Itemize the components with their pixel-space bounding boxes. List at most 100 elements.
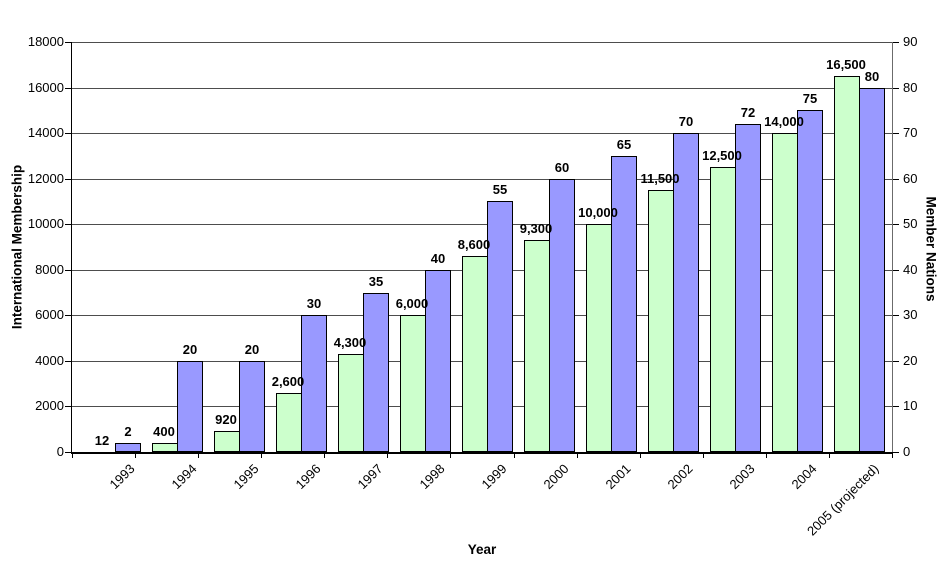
data-label-membership: 12 [94,433,110,448]
bar-nations-2002 [673,133,699,452]
data-label-nations: 40 [430,251,446,266]
data-label-nations: 60 [554,160,570,175]
bar-membership-1999 [462,256,488,452]
left-axis-tick [65,42,72,43]
right-axis-tick [892,133,899,134]
data-label-nations: 30 [306,296,322,311]
right-axis-tick-label: 0 [903,444,911,459]
data-label-nations: 75 [802,91,818,106]
x-axis-tick [198,452,199,458]
data-label-membership: 2,600 [271,374,305,389]
bar-membership-2003 [710,167,736,452]
right-axis-tick-label: 40 [903,262,918,277]
bar-membership-1998 [400,315,426,452]
bar-nations-1997 [363,292,389,452]
left-axis-tick-label: 12000 [27,171,64,186]
gridline [72,179,892,180]
left-axis-tick-label: 8000 [35,262,64,277]
gridline [72,42,892,43]
bar-membership-1993 [90,451,116,454]
right-axis-tick [892,42,899,43]
x-axis-line [71,452,893,454]
data-label-nations: 2 [124,424,132,439]
right-axis-tick-label: 30 [903,307,918,322]
left-axis-tick [65,224,72,225]
bar-nations-2003 [735,124,761,452]
x-axis-tick [324,452,325,458]
x-axis-tick [577,452,578,458]
left-axis-tick [65,406,72,407]
bar-nations-1995 [239,360,265,452]
bar-membership-1997 [338,354,364,452]
left-axis-tick [65,179,72,180]
left-axis-line [71,42,72,452]
data-label-nations: 65 [616,137,632,152]
x-axis-tick [514,452,515,458]
right-axis-tick [892,224,899,225]
bar-nations-2001 [611,155,637,452]
bar-membership-1995 [214,431,240,452]
right-axis-tick-label: 20 [903,353,918,368]
left-axis-tick-label: 4000 [35,353,64,368]
right-axis-tick-label: 90 [903,34,918,49]
left-axis-tick-label: 18000 [27,34,64,49]
bar-nations-2005 [859,87,885,452]
x-axis-tick [892,452,893,458]
gridline [72,133,892,134]
data-label-nations: 20 [244,342,260,357]
x-axis-tick [829,452,830,458]
x-axis-title: Year [467,542,497,557]
right-axis-tick [892,361,899,362]
x-axis-tick [703,452,704,458]
right-axis-tick-label: 60 [903,171,918,186]
data-label-nations: 55 [492,182,508,197]
bar-membership-1996 [276,392,302,452]
right-axis-tick [892,315,899,316]
data-label-membership: 8,600 [457,237,491,252]
x-axis-tick [450,452,451,458]
data-label-membership: 9,300 [519,221,553,236]
gridline [72,224,892,225]
bar-membership-2001 [586,224,612,452]
x-axis-tick [135,452,136,458]
right-axis-tick [892,406,899,407]
bar-nations-1996 [301,315,327,452]
bar-nations-2000 [549,178,575,452]
left-axis-tick [65,315,72,316]
right-axis-tick-label: 10 [903,398,918,413]
data-label-membership: 12,500 [702,148,742,163]
data-label-membership: 10,000 [578,205,618,220]
bar-membership-2000 [524,240,550,452]
data-label-membership: 14,000 [764,114,804,129]
left-axis-tick-label: 16000 [27,80,64,95]
left-axis-tick-label: 10000 [27,216,64,231]
data-label-membership: 4,300 [333,335,367,350]
x-axis-tick [261,452,262,458]
gridline [72,88,892,89]
data-label-nations: 80 [864,69,880,84]
right-axis-tick [892,88,899,89]
right-axis-tick [892,179,899,180]
left-axis-title: International Membership [9,164,25,330]
bar-membership-2004 [772,133,798,452]
left-axis-tick-label: 2000 [35,398,64,413]
bar-nations-1993 [115,442,141,452]
right-axis-tick [892,452,899,453]
left-axis-tick-label: 6000 [35,307,64,322]
bar-nations-1998 [425,269,451,452]
data-label-membership: 16,500 [826,57,866,72]
data-label-membership: 400 [153,424,175,439]
bar-membership-1994 [152,442,178,452]
data-label-membership: 6,000 [395,296,429,311]
right-axis-tick-label: 70 [903,125,918,140]
right-axis-tick [892,270,899,271]
x-axis-tick [387,452,388,458]
left-axis-tick-label: 14000 [27,125,64,140]
right-axis-tick-label: 50 [903,216,918,231]
bar-nations-2004 [797,110,823,452]
left-axis-tick [65,270,72,271]
data-label-membership: 920 [215,412,237,427]
left-axis-tick [65,133,72,134]
data-label-nations: 20 [182,342,198,357]
